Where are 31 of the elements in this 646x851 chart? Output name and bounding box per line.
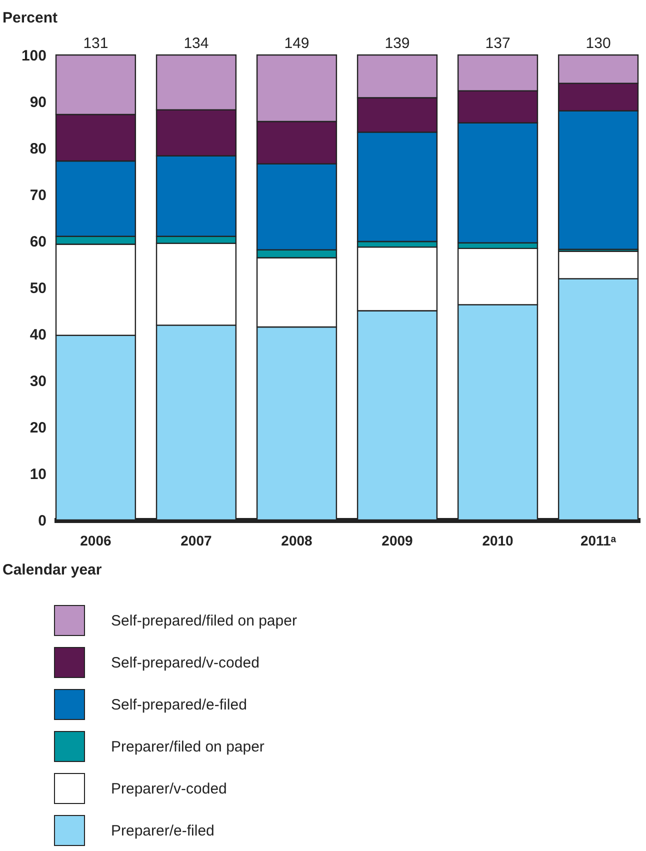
x-tick-label: 2009 bbox=[382, 532, 414, 548]
y-tick-label: 10 bbox=[30, 466, 46, 483]
legend-label: Preparer/e-filed bbox=[111, 822, 214, 840]
annotation: 139 bbox=[384, 35, 410, 52]
x-tick-label: 2007 bbox=[180, 532, 212, 548]
annotation: 149 bbox=[284, 35, 310, 52]
y-tick-label: 20 bbox=[30, 420, 46, 436]
y-tick-label: 50 bbox=[30, 280, 46, 297]
legend-label: Preparer/v-coded bbox=[111, 780, 227, 798]
y-tick-label: 80 bbox=[30, 140, 46, 158]
annotation: 130 bbox=[586, 35, 611, 52]
x-tick-label: 2010 bbox=[482, 532, 514, 548]
legend-label: Self-prepared/e-filed bbox=[111, 696, 247, 714]
y-tick-label: 60 bbox=[30, 234, 46, 250]
y-tick-label: 0 bbox=[38, 512, 46, 530]
x-axis-title: Calendar year bbox=[2, 562, 102, 578]
annotation: 134 bbox=[184, 35, 209, 52]
legend-label: Preparer/filed on paper bbox=[111, 738, 264, 756]
y-tick-label: 90 bbox=[30, 94, 46, 111]
y-tick-label: 70 bbox=[30, 187, 46, 204]
annotation: 131 bbox=[83, 35, 108, 52]
y-tick-label: 100 bbox=[21, 48, 46, 64]
x-tick-label: 2011ᵃ bbox=[580, 532, 617, 548]
y-tick-label: 40 bbox=[30, 326, 46, 344]
y-tick-label: 30 bbox=[30, 373, 46, 390]
legend-label: Self-prepared/filed on paper bbox=[111, 612, 297, 630]
legend-label: Self-prepared/v-coded bbox=[111, 654, 260, 672]
annotation: 137 bbox=[485, 35, 510, 52]
y-axis-title: Percent bbox=[2, 10, 58, 26]
x-tick-label: 2006 bbox=[80, 532, 112, 548]
x-tick-label: 2008 bbox=[281, 532, 313, 548]
